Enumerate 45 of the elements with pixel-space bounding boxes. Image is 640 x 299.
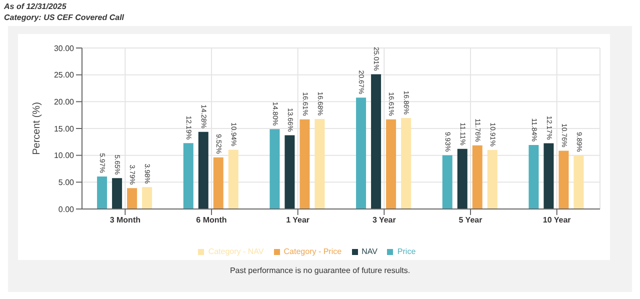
bar <box>142 187 152 209</box>
legend-label: Category - Price <box>284 247 342 256</box>
y-tick-label: 30.00 <box>54 44 75 53</box>
bar <box>574 155 584 209</box>
x-tick-label: 3 Month <box>110 216 141 225</box>
bar <box>371 74 382 209</box>
x-tick-label: 3 Year <box>372 216 396 225</box>
bar <box>284 135 295 209</box>
bar <box>270 129 280 209</box>
x-tick-label: 5 Year <box>458 216 482 225</box>
bar <box>544 143 554 209</box>
chart-title: As of 12/31/2025 <box>4 2 66 11</box>
x-tick-label: 6 Month <box>196 216 227 225</box>
bar <box>228 150 238 209</box>
bar <box>356 98 366 209</box>
y-tick-label: 20.00 <box>54 98 75 107</box>
bar <box>127 188 138 209</box>
bar <box>314 118 325 209</box>
y-tick-label: 5.00 <box>58 178 75 188</box>
y-tick-label: 15.00 <box>54 124 75 134</box>
bar <box>386 119 396 209</box>
bar <box>112 178 122 209</box>
y-axis-title: Percent (%) <box>32 102 43 155</box>
legend-label: Category - NAV <box>208 247 264 256</box>
bar <box>97 176 108 209</box>
bar <box>442 155 452 209</box>
bar <box>300 119 310 209</box>
bar <box>472 145 482 209</box>
bar <box>183 143 194 209</box>
bar <box>457 148 468 209</box>
bar <box>213 157 224 209</box>
legend-label: Price <box>397 247 416 256</box>
bar <box>528 144 539 209</box>
text: Past performance is no guarantee of future results. <box>228 266 412 275</box>
bar <box>198 132 208 209</box>
legend-label: NAV <box>362 247 378 256</box>
bar <box>558 150 569 209</box>
chart-subtitle: Category: US CEF Covered Call <box>4 13 124 22</box>
y-tick-label: 10.00 <box>54 151 75 160</box>
x-tick-label: 10 Year <box>542 216 571 225</box>
y-tick-label: 25.00 <box>54 70 75 80</box>
bar <box>401 118 412 209</box>
x-tick-label: 1 Year <box>286 216 310 225</box>
bar <box>487 150 498 209</box>
y-tick-label: 0.00 <box>58 204 75 214</box>
